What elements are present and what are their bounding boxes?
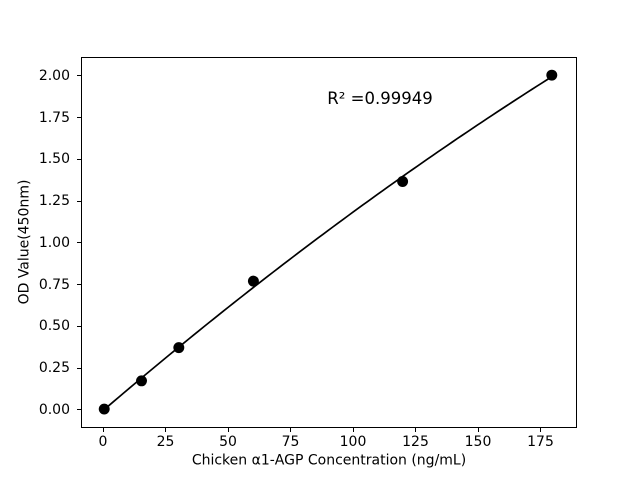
y-tick-label: 0.50 [38, 318, 70, 335]
x-tick-mark [352, 428, 354, 432]
y-tick-mark [77, 75, 81, 77]
x-tick-mark [540, 428, 541, 432]
data-point-3 [247, 275, 259, 287]
y-tick-label: 1.50 [38, 151, 70, 168]
x-tick-mark [415, 428, 416, 432]
r-squared-annotation: R² =0.99949 [327, 89, 433, 108]
x-tick-mark [227, 428, 229, 432]
x-tick-mark [477, 428, 479, 432]
y-tick-mark [77, 158, 81, 160]
x-tick-mark [102, 428, 104, 432]
y-tick-mark [77, 284, 81, 286]
x-tick-label: 100 [339, 434, 367, 450]
x-tick-label: 150 [464, 434, 492, 450]
y-tick-mark [77, 325, 81, 327]
data-point-5 [546, 69, 558, 81]
data-point-0 [98, 403, 110, 415]
x-axis-label: Chicken α1-AGP Concentration (ng/mL) [191, 452, 467, 469]
y-tick-label: 1.75 [38, 109, 70, 126]
plot-area [81, 57, 577, 428]
fit-curve [103, 76, 553, 411]
y-tick-label: 2.00 [38, 67, 70, 84]
plot-canvas [98, 69, 558, 415]
y-axis-label: OD Value(450nm) [16, 179, 33, 305]
y-tick-label: 0.25 [38, 360, 70, 377]
x-tick-label: 125 [402, 434, 429, 450]
y-tick-mark [77, 409, 81, 411]
y-tick-mark [77, 367, 81, 369]
y-tick-label: 1.25 [38, 193, 70, 210]
x-tick-label: 50 [219, 434, 237, 450]
x-tick-label: 0 [98, 434, 108, 450]
y-tick-label: 0.75 [38, 276, 70, 293]
y-tick-mark [77, 200, 81, 202]
x-tick-label: 25 [156, 434, 175, 450]
y-tick-mark [77, 117, 81, 119]
y-tick-label: 1.00 [38, 234, 70, 251]
x-tick-label: 175 [527, 434, 554, 450]
x-tick-mark [290, 428, 291, 432]
y-tick-mark [77, 242, 81, 244]
x-tick-label: 75 [281, 434, 300, 450]
data-point-1 [136, 375, 147, 387]
x-tick-mark [165, 428, 166, 432]
data-point-2 [173, 342, 185, 354]
data-point-4 [397, 176, 409, 187]
y-tick-label: 0.00 [38, 401, 70, 418]
